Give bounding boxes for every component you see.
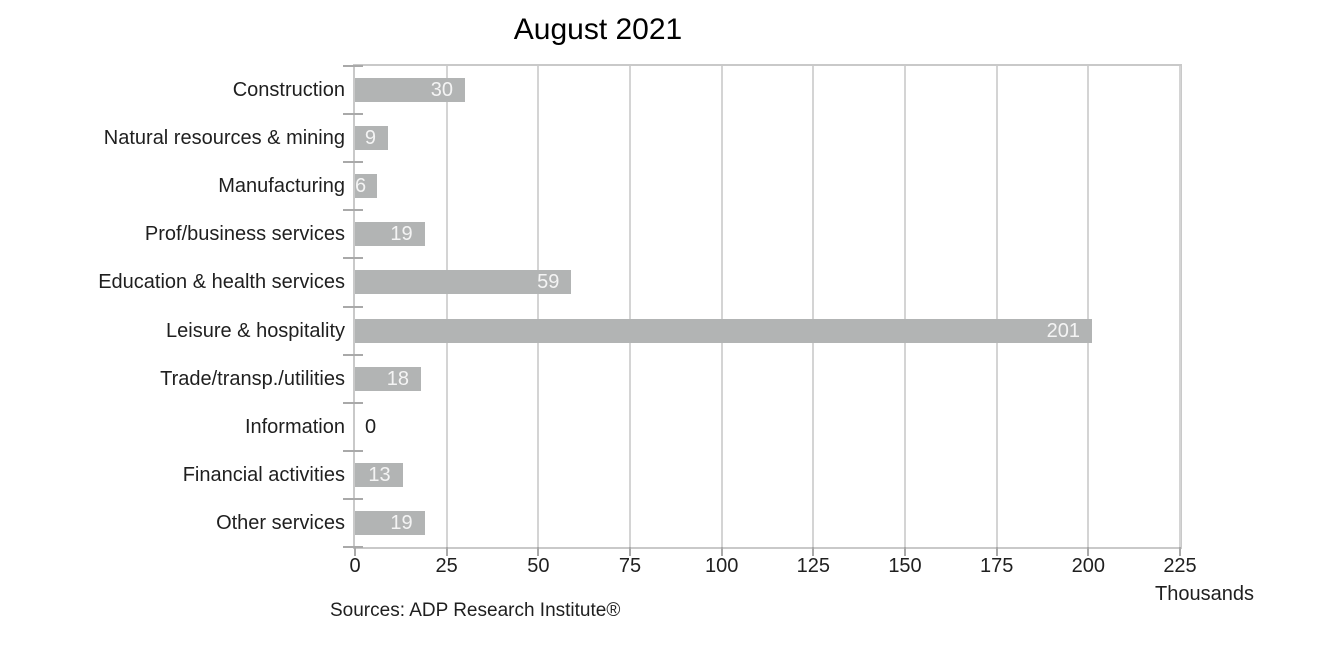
y-axis-tick (343, 497, 363, 500)
chart-title: August 2021 (513, 13, 683, 46)
bar: 30 (355, 78, 465, 103)
category-label: Education & health services (98, 271, 345, 294)
x-axis-tick (1179, 547, 1181, 556)
gridline (629, 66, 631, 547)
plot-area: 0 25 50 75 100 125 150 175 200 225 Construction 30 N… (98, 64, 1197, 577)
y-axis-tick (343, 257, 363, 260)
x-tick-label: 25 (435, 555, 458, 577)
bar: 19 (355, 510, 425, 535)
x-axis-tick (629, 547, 631, 556)
y-axis-tick (343, 305, 363, 308)
value-label: 13 (368, 463, 391, 486)
category-label: Construction (232, 79, 345, 102)
category-label: Leisure & hospitality (166, 319, 345, 342)
y-axis-tick (343, 209, 363, 212)
gridline (537, 66, 540, 547)
source-note: Sources: ADP Research Institute® (330, 600, 621, 621)
gridline (1179, 66, 1181, 547)
x-axis-tick (537, 547, 540, 556)
x-tick-label: 75 (618, 555, 642, 577)
x-axis-tick (1087, 547, 1090, 556)
value-label: 19 (390, 511, 413, 534)
category-label: Information (244, 415, 345, 438)
category-label: Trade/transp./utilities (160, 367, 345, 390)
category-label: Manufacturing (218, 175, 345, 198)
value-label: 18 (386, 367, 409, 390)
x-tick-label: 175 (979, 555, 1014, 577)
gridline (720, 66, 723, 547)
x-axis-tick (812, 547, 815, 556)
category-label: Prof/business services (144, 223, 345, 246)
gridline (445, 66, 448, 547)
x-tick-label: 100 (704, 555, 739, 577)
bar: 6 (355, 174, 377, 199)
value-label: 9 (364, 127, 376, 150)
x-tick-label: 225 (1163, 555, 1197, 577)
value-label: 30 (430, 79, 453, 102)
y-axis-tick (343, 353, 363, 356)
x-tick-label: 50 (527, 555, 550, 577)
value-label: 0 (365, 415, 377, 438)
gridline (812, 66, 815, 547)
x-axis-tick (445, 547, 448, 556)
y-axis-tick (343, 65, 363, 67)
bar: 13 (355, 462, 403, 487)
x-axis-tick (904, 547, 906, 556)
bar: 9 (355, 126, 388, 151)
x-axis-tick (720, 547, 723, 556)
y-axis-tick (343, 401, 363, 404)
x-axis-tick (995, 547, 998, 556)
x-tick-label: 0 (349, 555, 361, 577)
y-axis-tick (343, 546, 363, 548)
category-label: Other services (216, 511, 345, 534)
gridline (995, 66, 998, 547)
x-tick-label: 150 (888, 555, 922, 577)
value-label: 201 (1046, 319, 1080, 342)
gridline (904, 66, 906, 547)
y-axis-tick (343, 161, 363, 164)
bar: 18 (355, 366, 421, 391)
value-label: 19 (390, 223, 413, 246)
axis-unit-label: Thousands (1155, 583, 1254, 605)
gridline (1087, 66, 1090, 547)
bar: 59 (355, 270, 572, 295)
category-label: Natural resources & mining (103, 127, 345, 150)
x-tick-label: 125 (796, 555, 831, 577)
x-tick-label: 200 (1071, 555, 1106, 577)
y-axis-tick (343, 449, 363, 452)
value-label: 59 (537, 271, 560, 294)
category-label: Financial activities (182, 463, 345, 486)
bar: 19 (355, 222, 425, 247)
value-label: 6 (355, 175, 367, 198)
x-axis-tick (354, 547, 356, 556)
bar: 201 (355, 318, 1092, 343)
y-axis-tick (343, 113, 363, 116)
